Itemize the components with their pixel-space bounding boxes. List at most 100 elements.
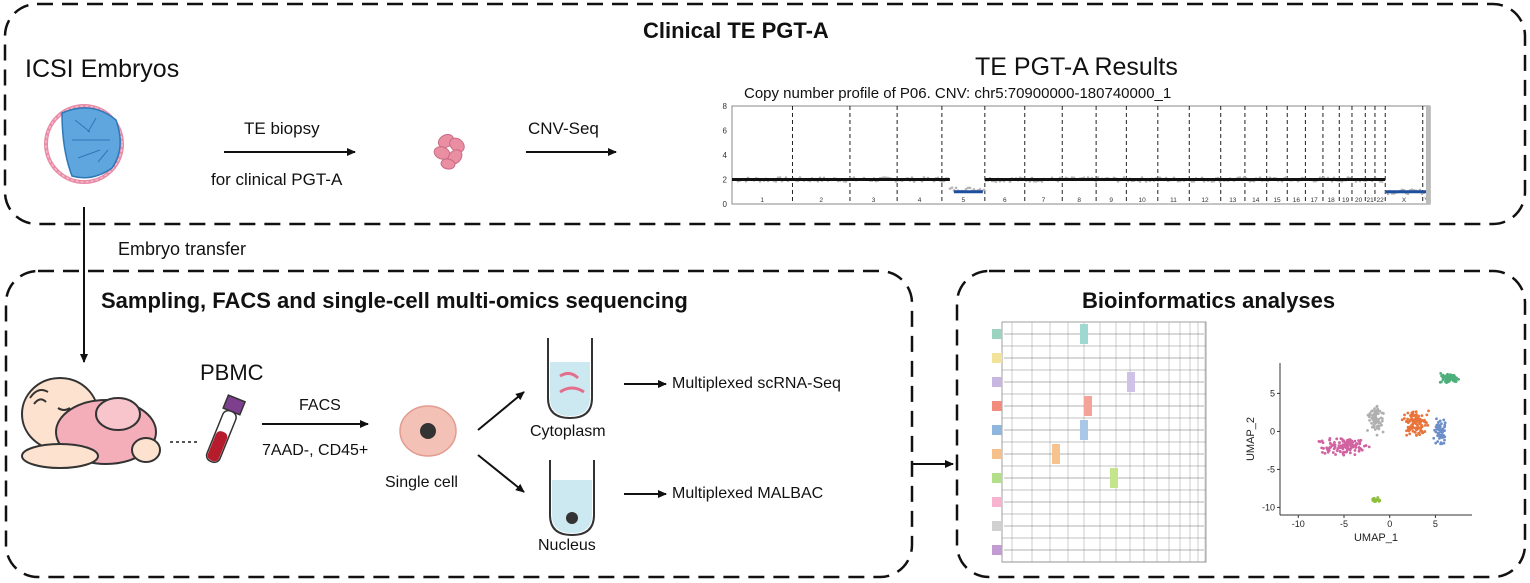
cnv-chrom-label: 8 <box>1077 197 1081 204</box>
umap-point <box>1454 377 1458 381</box>
umap-point <box>1381 430 1385 434</box>
umap-point <box>1440 422 1443 426</box>
umap-point <box>1438 380 1442 384</box>
umap-point <box>1347 444 1350 447</box>
umap-point <box>1433 428 1436 432</box>
results-title: TE PGT-A Results <box>975 53 1178 81</box>
embryo-transfer-label: Embryo transfer <box>118 239 247 259</box>
umap-point <box>1406 425 1410 429</box>
umap-point <box>1423 420 1426 424</box>
umap-point <box>1377 499 1381 503</box>
umap-point <box>1416 416 1420 420</box>
umap-point <box>1413 413 1417 417</box>
umap-point <box>1439 371 1443 375</box>
umap-point <box>1417 431 1421 435</box>
cnv-chrom-label: 11 <box>1170 197 1177 204</box>
cnv-point <box>966 186 970 190</box>
nucleus-tube-icon <box>549 460 595 537</box>
cnv-y-tick: 0 <box>723 200 728 209</box>
cnv-point <box>954 186 958 190</box>
cnv-chrom-label: 1 <box>760 197 764 204</box>
umap-point <box>1445 381 1448 385</box>
heatmap-row-tag <box>992 425 1002 435</box>
umap-point <box>1338 449 1342 453</box>
umap-point <box>1415 423 1419 427</box>
umap-point <box>1358 442 1362 446</box>
umap-point <box>1434 441 1438 445</box>
cnv-chrom-label: 7 <box>1042 197 1046 204</box>
umap-point <box>1446 372 1449 376</box>
cnv-chrom-label: 22 <box>1376 197 1384 204</box>
umap-point <box>1333 445 1337 449</box>
umap-point <box>1377 424 1381 428</box>
umap-point <box>1443 425 1446 429</box>
umap-point <box>1328 436 1332 440</box>
umap-point <box>1357 440 1361 443</box>
scrna-seq-label: Multiplexed scRNA-Seq <box>672 375 841 392</box>
umap-point <box>1413 426 1417 430</box>
heatmap-row-tag <box>992 401 1002 411</box>
umap-point <box>1440 436 1443 439</box>
umap-x-tick: 0 <box>1387 519 1392 529</box>
cnv-chrom-label: 14 <box>1252 197 1260 204</box>
umap-point <box>1403 413 1406 417</box>
umap-point <box>1442 375 1446 378</box>
nucleus-label: Nucleus <box>538 537 596 554</box>
umap-point <box>1438 425 1441 429</box>
umap-point <box>1406 417 1410 421</box>
cnv-chrom-label: 5 <box>962 197 966 204</box>
umap-point <box>1349 447 1353 451</box>
umap-point <box>1436 434 1439 438</box>
heatmap-row-tag <box>992 377 1002 387</box>
umap-point <box>1452 373 1456 377</box>
umap-point <box>1407 429 1411 433</box>
umap-point <box>1326 448 1329 452</box>
umap-point <box>1375 433 1379 437</box>
umap-x-tick: -5 <box>1340 519 1348 529</box>
umap-point <box>1416 425 1420 429</box>
baby-icon <box>21 377 161 469</box>
bottom-right-panel-title: Bioinformatics analyses <box>1082 288 1336 313</box>
heatmap-cnv-block <box>1084 396 1092 416</box>
umap-point <box>1376 496 1380 499</box>
umap-point <box>1432 436 1436 440</box>
for-clinical-label: for clinical PGT-A <box>211 170 343 189</box>
cnv-chrom-label: 16 <box>1293 197 1301 204</box>
umap-point <box>1402 417 1406 420</box>
umap-x-tick: -10 <box>1292 519 1305 529</box>
umap-point <box>1441 427 1445 431</box>
umap-point <box>1362 444 1366 448</box>
cnv-chrom-label: 6 <box>1003 197 1007 204</box>
umap-point <box>1375 405 1379 409</box>
heatmap-row-tag <box>992 473 1002 483</box>
umap-point <box>1443 438 1446 442</box>
cnv-heatmap-thumbnail <box>992 321 1207 563</box>
umap-point <box>1373 428 1377 431</box>
umap-point <box>1442 418 1446 422</box>
umap-point <box>1411 414 1415 418</box>
umap-point <box>1375 426 1379 430</box>
umap-point <box>1374 499 1377 503</box>
cytoplasm-tube-icon <box>547 338 593 420</box>
cnv-chrom-label: 4 <box>918 197 922 204</box>
umap-point <box>1355 442 1359 445</box>
umap-point <box>1348 451 1352 455</box>
umap-point <box>1380 417 1384 421</box>
umap-point <box>1435 417 1438 421</box>
cnv-chrom-label: 21 <box>1367 197 1375 204</box>
profile-caption: Copy number profile of P06. CNV: chr5:70… <box>744 85 1172 102</box>
pbmc-label: PBMC <box>200 360 264 385</box>
cnv-y-tick: 2 <box>723 176 728 185</box>
blood-tube-icon <box>205 394 247 464</box>
umap-point <box>1372 496 1376 500</box>
bottom-left-panel-border <box>4 269 914 579</box>
bottom-right-panel-border <box>955 269 1527 579</box>
to-cytoplasm-arrow <box>477 391 525 431</box>
umap-point <box>1457 377 1460 381</box>
umap-point <box>1341 447 1345 451</box>
umap-point <box>1334 453 1337 456</box>
umap-point <box>1439 430 1443 434</box>
umap-point <box>1410 423 1414 427</box>
umap-point <box>1345 450 1348 454</box>
umap-point <box>1423 430 1427 433</box>
